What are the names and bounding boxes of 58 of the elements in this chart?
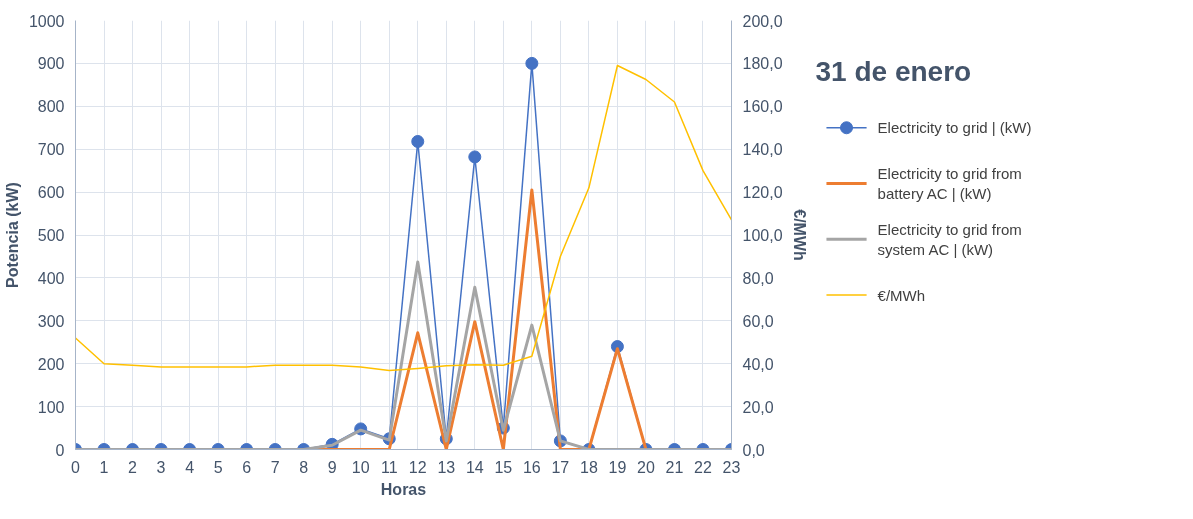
y-tick-label: 600 (37, 184, 65, 202)
x-tick-label: 10 (351, 458, 370, 476)
legend-label: Electricity to grid from system AC | (kW) (877, 220, 1022, 258)
x-tick-label: 1 (99, 458, 109, 476)
x-tick-label: 20 (637, 458, 655, 476)
x-tick-label: 23 (722, 458, 741, 476)
line-series (75, 64, 732, 372)
point (525, 56, 539, 70)
y2-tick-label: 0,0 (742, 441, 765, 459)
x-tick-label: 12 (408, 458, 427, 476)
y-tick-label: 800 (37, 98, 65, 116)
x-tick-label: 3 (156, 458, 166, 476)
x-tick-label: 4 (185, 458, 195, 476)
point (468, 150, 482, 164)
y-tick-label: 300 (37, 312, 65, 330)
x-tick-label: 7 (270, 458, 280, 476)
legend-label: Electricity to grid from battery AC | (kW) (877, 164, 1022, 203)
y2-tick-label: 140,0 (742, 141, 783, 159)
y2-tick-label: 160,0 (742, 98, 783, 116)
legend-label: €/MWh (877, 286, 926, 304)
x-tick-label: 15 (494, 458, 513, 476)
y-axis-title: Potencia (kW) (3, 182, 21, 288)
y2-tick-label: 80,0 (742, 269, 774, 287)
y-tick-label: 400 (37, 269, 65, 287)
x-tick-label: 21 (665, 458, 684, 476)
x-tick-label: 22 (694, 458, 712, 476)
x-tick-label: 18 (579, 458, 598, 476)
legend-label: Electricity to grid | (kW) (877, 119, 1032, 137)
y2-tick-label: 60,0 (742, 312, 774, 330)
x-tick-label: 0 (71, 458, 81, 476)
y-tick-label: 200 (37, 355, 65, 373)
text: 31 de enero (815, 56, 972, 88)
y-tick-label: 0 (55, 441, 65, 459)
y2-tick-label: 20,0 (742, 398, 774, 416)
x-tick-label: 19 (608, 458, 627, 476)
x-tick-label: 13 (437, 458, 456, 476)
x-tick-label: 2 (128, 458, 138, 476)
y-tick-label: 700 (37, 141, 65, 159)
y-tick-label: 100 (37, 398, 65, 416)
x-tick-label: 9 (327, 458, 337, 476)
x-tick-label: 5 (213, 458, 223, 476)
x-tick-label: 11 (380, 458, 398, 476)
y2-axis-title: €/MWh (790, 209, 808, 261)
y-tick-label: 900 (37, 55, 65, 73)
y2-tick-label: 40,0 (742, 355, 774, 373)
y2-tick-label: 200,0 (742, 12, 783, 30)
x-tick-label: 17 (551, 458, 570, 476)
x-tick-label: 16 (522, 458, 541, 476)
y2-tick-label: 100,0 (742, 227, 783, 244)
y2-tick-label: 180,0 (742, 55, 783, 73)
y-tick-label: 500 (37, 227, 65, 244)
point (411, 134, 425, 148)
y2-tick-label: 120,0 (742, 184, 783, 202)
x-tick-label: 8 (299, 458, 309, 476)
y-tick-label: 1000 (28, 12, 65, 30)
x-tick-label: 6 (242, 458, 252, 476)
x-axis-title: Horas (380, 480, 427, 498)
x-tick-label: 14 (465, 458, 484, 476)
